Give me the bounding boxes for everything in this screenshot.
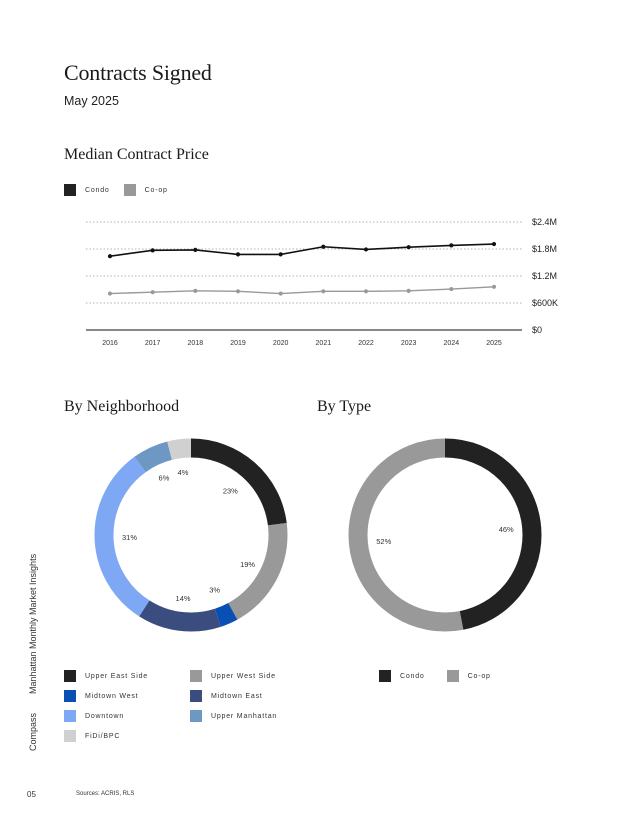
data-point <box>235 289 241 294</box>
type-legend-label-coop: Co-op <box>467 672 491 680</box>
slice-label-midtown-east: 14% <box>176 594 191 603</box>
data-point <box>278 291 283 296</box>
legend-item-midtown-east: Midtown East <box>190 690 263 702</box>
x-tick-label: 2025 <box>486 340 502 347</box>
legend-item-midtown-west: Midtown West <box>64 690 138 702</box>
x-tick-label: 2018 <box>188 340 204 347</box>
x-tick-label: 2021 <box>316 340 332 347</box>
page-number: 05 <box>27 790 36 799</box>
median-price-legend: Condo Co-op <box>64 184 168 196</box>
slice-label-downtown: 31% <box>122 533 137 542</box>
page-subtitle: May 2025 <box>64 94 119 108</box>
data-point <box>321 289 326 294</box>
slice-label-upper-manhattan: 6% <box>159 474 170 483</box>
legend-item-coop: Co-op <box>123 184 168 196</box>
data-point <box>406 245 411 250</box>
page-title: Contracts Signed <box>64 60 212 85</box>
data-point <box>363 289 369 294</box>
data-point <box>363 247 369 252</box>
legend-label-fidi-bpc: FiDi/BPC <box>85 732 121 740</box>
type-legend-label-condo: Condo <box>400 672 425 680</box>
legend-swatch-upper-east-side <box>64 670 76 682</box>
legend-swatch-condo <box>64 184 76 196</box>
type-legend: Condo Co-op <box>379 670 491 682</box>
legend-label-upper-west-side: Upper West Side <box>211 672 276 680</box>
donut-slice-upper-west-side <box>94 438 288 632</box>
data-point <box>449 243 454 248</box>
donut-slice-co-op <box>348 438 542 632</box>
data-point <box>107 291 113 296</box>
type-donut-chart: 46% 52% <box>348 438 542 632</box>
legend-swatch-coop <box>123 184 136 196</box>
legend-item-upper-manhattan: Upper Manhattan <box>190 710 277 722</box>
data-point <box>321 244 326 249</box>
y-tick-label: $2.4M <box>532 217 557 227</box>
legend-swatch-upper-west-side <box>190 670 202 682</box>
y-tick-label: $0 <box>532 325 542 335</box>
type-legend-item-coop: Co-op <box>446 670 491 682</box>
slice-label-midtown-west: 3% <box>209 586 220 595</box>
type-legend-swatch-condo <box>379 670 391 682</box>
legend-label-midtown-east: Midtown East <box>211 692 263 700</box>
data-point <box>150 248 155 253</box>
y-tick-label: $1.2M <box>532 271 557 281</box>
y-tick-label: $1.8M <box>532 244 557 254</box>
data-point <box>491 284 497 289</box>
slice-label-upper-west-side: 19% <box>240 560 255 569</box>
slice-label-co-op: 52% <box>376 537 391 546</box>
donut-slice-midtown-east <box>94 438 288 632</box>
type-legend-item-condo: Condo <box>379 670 425 682</box>
legend-item-upper-east-side: Upper East Side <box>64 670 148 682</box>
neighborhood-title: By Neighborhood <box>64 398 180 415</box>
legend-swatch-midtown-east <box>190 690 202 702</box>
slice-label-upper-east-side: 23% <box>223 486 238 495</box>
slice-label-condo: 46% <box>499 525 514 534</box>
legend-swatch-fidi-bpc <box>64 730 76 742</box>
data-point <box>193 247 198 252</box>
data-point <box>150 290 155 295</box>
legend-label-downtown: Downtown <box>85 712 125 720</box>
data-point <box>278 252 283 257</box>
data-point <box>107 254 113 259</box>
x-tick-label: 2022 <box>358 340 374 347</box>
x-tick-label: 2020 <box>273 340 289 347</box>
type-title: By Type <box>317 398 372 415</box>
series-line-coop <box>109 286 495 295</box>
y-tick-label: $600K <box>532 298 558 308</box>
x-tick-label: 2016 <box>102 340 118 347</box>
legend-swatch-downtown <box>64 710 76 722</box>
donut-slice-downtown <box>94 438 288 632</box>
legend-swatch-midtown-west <box>64 690 76 702</box>
neighborhood-donut-chart: 23% 19% 3% 14% 31% 6% 4% <box>94 438 288 632</box>
x-tick-label: 2024 <box>444 340 460 347</box>
median-price-line-chart: $0 $600K $1.2M $1.8M $2.4M 2016 2017 2018 2019 20… <box>86 217 558 347</box>
legend-item-upper-west-side: Upper West Side <box>190 670 276 682</box>
data-point <box>406 288 411 293</box>
legend-label-midtown-west: Midtown West <box>85 692 139 700</box>
sidebar-publication-name: Manhattan Monthly Market Insights <box>28 553 38 694</box>
data-point <box>235 252 241 257</box>
x-tick-label: 2017 <box>145 340 161 347</box>
slice-label-fidi-bpc: 4% <box>178 468 189 477</box>
series-line-condo <box>109 243 495 257</box>
legend-label-condo: Condo <box>85 186 110 194</box>
legend-label-upper-east-side: Upper East Side <box>85 672 148 680</box>
legend-item-condo: Condo <box>64 184 110 196</box>
legend-label-upper-manhattan: Upper Manhattan <box>211 712 278 720</box>
x-tick-label: 2019 <box>230 340 246 347</box>
data-point <box>193 288 198 293</box>
x-tick-label: 2023 <box>401 340 417 347</box>
legend-item-downtown: Downtown <box>64 710 124 722</box>
sources-note: Sources: ACRIS, RLS <box>76 791 135 797</box>
data-point <box>449 286 454 292</box>
median-price-title: Median Contract Price <box>64 146 209 163</box>
legend-item-fidi-bpc: FiDi/BPC <box>64 730 120 742</box>
donut-slice-fidi-bpc <box>94 438 288 632</box>
data-point <box>491 241 497 247</box>
sidebar-brand: Compass <box>28 712 38 751</box>
type-legend-swatch-coop <box>446 670 459 682</box>
legend-label-coop: Co-op <box>144 186 168 194</box>
legend-swatch-upper-manhattan <box>190 710 202 722</box>
